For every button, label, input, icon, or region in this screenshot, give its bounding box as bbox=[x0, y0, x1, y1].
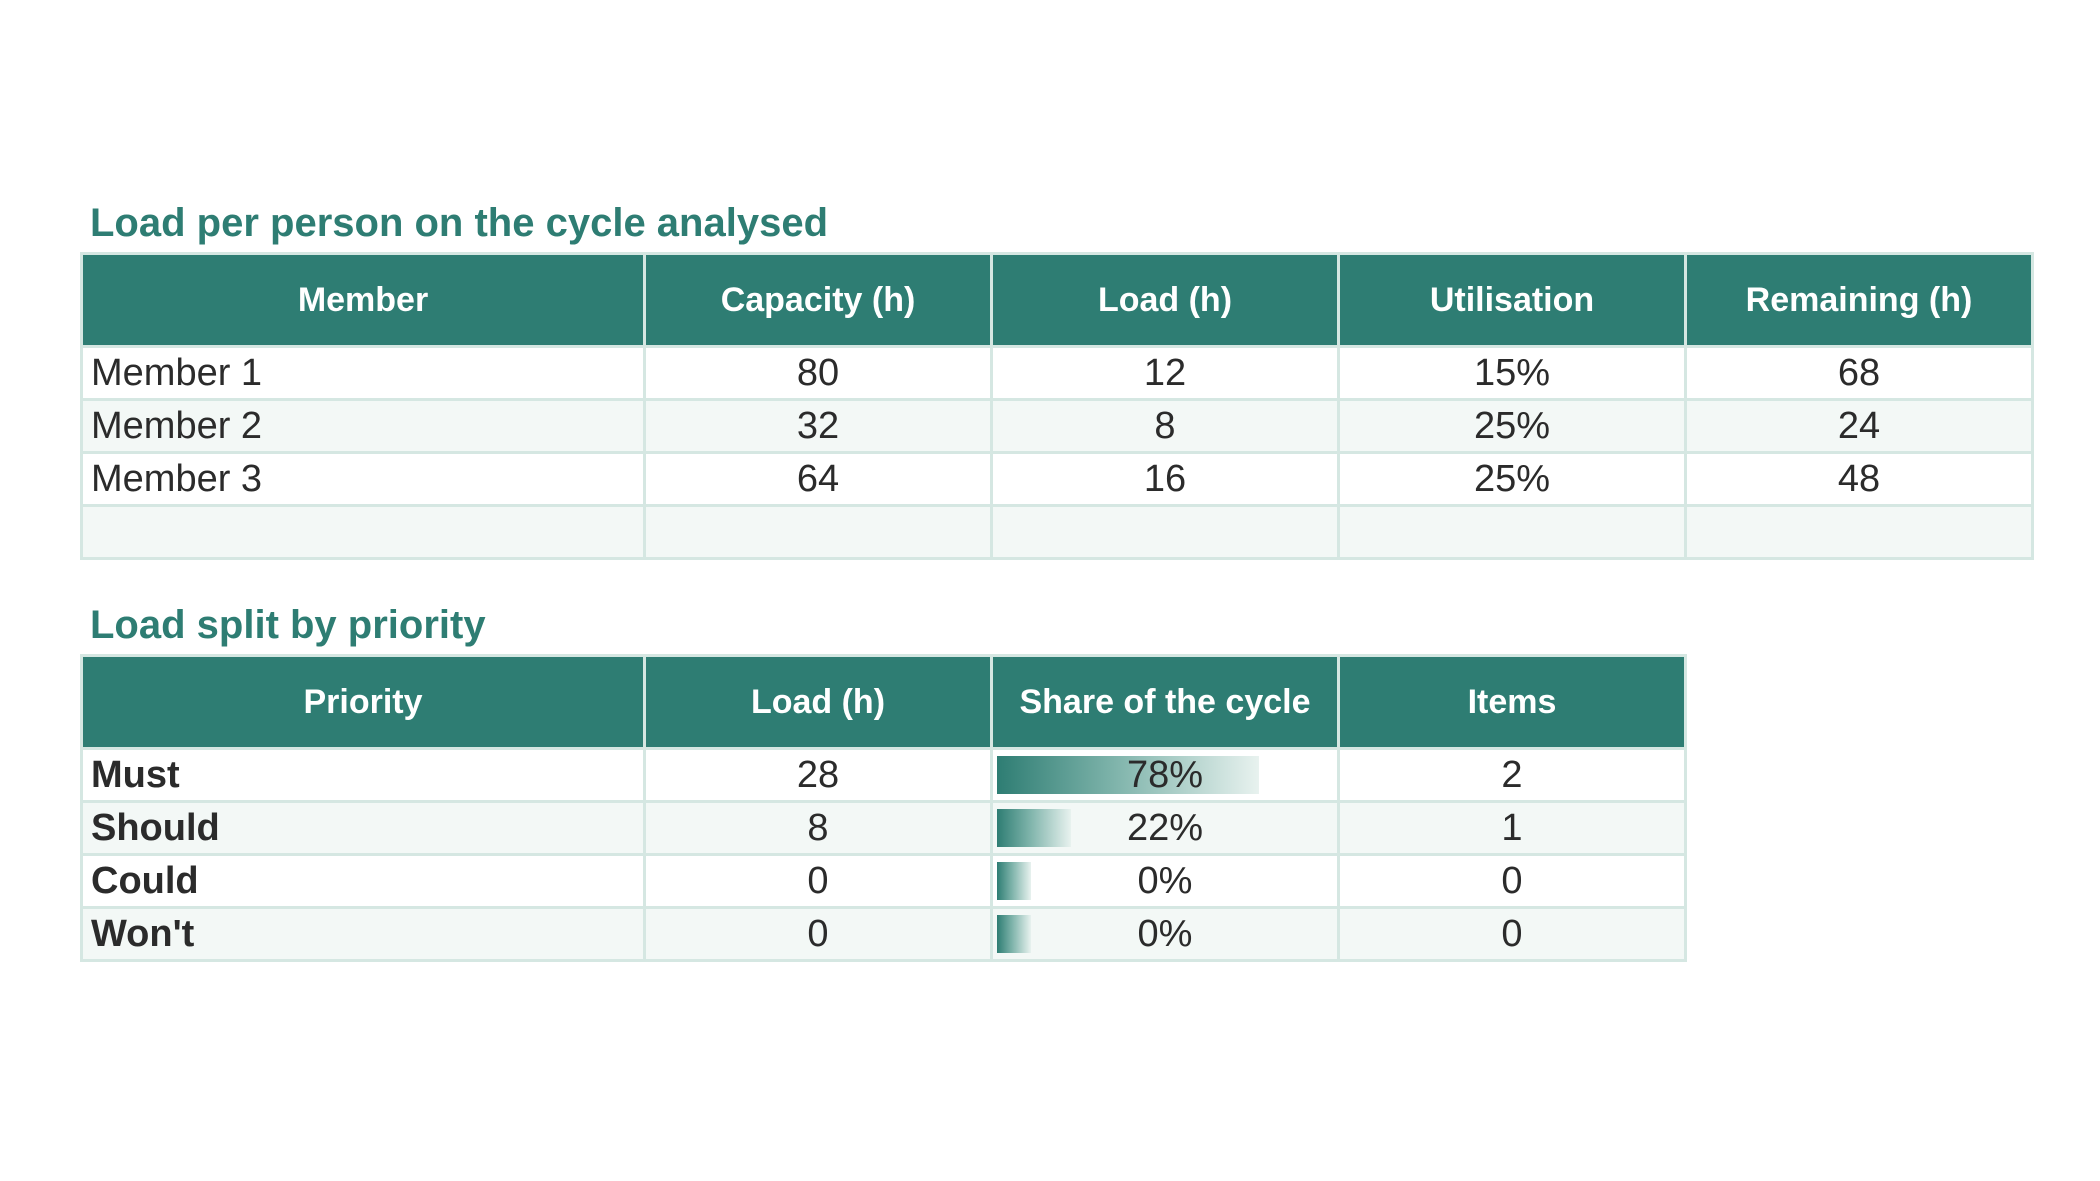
column-header-priority[interactable]: Priority bbox=[80, 654, 646, 750]
utilisation-cell[interactable]: 25% bbox=[1337, 398, 1687, 454]
priority-label-cell[interactable]: Won't bbox=[80, 906, 646, 962]
member-name-cell[interactable] bbox=[80, 504, 646, 560]
remaining-cell[interactable]: 48 bbox=[1684, 451, 2034, 507]
column-header-load[interactable]: Load (h) bbox=[990, 252, 1340, 348]
table-header-row: Member Capacity (h) Load (h) Utilisation… bbox=[80, 252, 2034, 348]
share-data-bar bbox=[997, 862, 1031, 900]
share-value: 0% bbox=[1137, 912, 1193, 955]
table-row-empty bbox=[80, 504, 2034, 560]
items-cell[interactable]: 2 bbox=[1337, 747, 1687, 803]
table-header-row: Priority Load (h) Share of the cycle Ite… bbox=[80, 654, 1687, 750]
column-header-remaining[interactable]: Remaining (h) bbox=[1684, 252, 2034, 348]
column-header-share[interactable]: Share of the cycle bbox=[990, 654, 1340, 750]
capacity-cell[interactable]: 80 bbox=[643, 345, 993, 401]
table-row: Member 2 32 8 25% 24 bbox=[80, 398, 2034, 454]
section-title-load-by-priority: Load split by priority bbox=[90, 603, 486, 647]
utilisation-cell[interactable]: 25% bbox=[1337, 451, 1687, 507]
capacity-cell[interactable]: 64 bbox=[643, 451, 993, 507]
load-cell[interactable]: 0 bbox=[643, 853, 993, 909]
member-name-cell[interactable]: Member 1 bbox=[80, 345, 646, 401]
utilisation-cell[interactable] bbox=[1337, 504, 1687, 560]
column-header-utilisation[interactable]: Utilisation bbox=[1337, 252, 1687, 348]
priority-label-cell[interactable]: Must bbox=[80, 747, 646, 803]
table-row: Member 1 80 12 15% 68 bbox=[80, 345, 2034, 401]
section-title-load-per-person: Load per person on the cycle analysed bbox=[90, 201, 829, 245]
load-cell[interactable]: 0 bbox=[643, 906, 993, 962]
member-name-cell[interactable]: Member 2 bbox=[80, 398, 646, 454]
share-value: 78% bbox=[1126, 753, 1204, 796]
load-cell[interactable]: 8 bbox=[643, 800, 993, 856]
table-row: Member 3 64 16 25% 48 bbox=[80, 451, 2034, 507]
share-cell[interactable]: 0% bbox=[990, 906, 1340, 962]
load-cell[interactable]: 28 bbox=[643, 747, 993, 803]
table-row: Must 28 78% 2 bbox=[80, 747, 1687, 803]
remaining-cell[interactable] bbox=[1684, 504, 2034, 560]
items-cell[interactable]: 1 bbox=[1337, 800, 1687, 856]
column-header-items[interactable]: Items bbox=[1337, 654, 1687, 750]
table-row: Should 8 22% 1 bbox=[80, 800, 1687, 856]
load-cell[interactable]: 16 bbox=[990, 451, 1340, 507]
share-cell[interactable]: 22% bbox=[990, 800, 1340, 856]
table-row: Won't 0 0% 0 bbox=[80, 906, 1687, 962]
capacity-cell[interactable]: 32 bbox=[643, 398, 993, 454]
share-cell[interactable]: 0% bbox=[990, 853, 1340, 909]
priority-label-cell[interactable]: Could bbox=[80, 853, 646, 909]
column-header-member[interactable]: Member bbox=[80, 252, 646, 348]
load-cell[interactable] bbox=[990, 504, 1340, 560]
load-cell[interactable]: 8 bbox=[990, 398, 1340, 454]
priority-load-table: Priority Load (h) Share of the cycle Ite… bbox=[80, 654, 1687, 962]
member-load-table: Member Capacity (h) Load (h) Utilisation… bbox=[80, 252, 2034, 560]
share-data-bar bbox=[997, 809, 1071, 847]
share-data-bar bbox=[997, 756, 1260, 794]
column-header-capacity[interactable]: Capacity (h) bbox=[643, 252, 993, 348]
capacity-cell[interactable] bbox=[643, 504, 993, 560]
share-value: 22% bbox=[1126, 806, 1204, 849]
member-name-cell[interactable]: Member 3 bbox=[80, 451, 646, 507]
column-header-load[interactable]: Load (h) bbox=[643, 654, 993, 750]
share-cell[interactable]: 78% bbox=[990, 747, 1340, 803]
items-cell[interactable]: 0 bbox=[1337, 853, 1687, 909]
utilisation-cell[interactable]: 15% bbox=[1337, 345, 1687, 401]
remaining-cell[interactable]: 24 bbox=[1684, 398, 2034, 454]
items-cell[interactable]: 0 bbox=[1337, 906, 1687, 962]
remaining-cell[interactable]: 68 bbox=[1684, 345, 2034, 401]
priority-label-cell[interactable]: Should bbox=[80, 800, 646, 856]
share-data-bar bbox=[997, 915, 1031, 953]
load-cell[interactable]: 12 bbox=[990, 345, 1340, 401]
table-row: Could 0 0% 0 bbox=[80, 853, 1687, 909]
share-value: 0% bbox=[1137, 859, 1193, 902]
